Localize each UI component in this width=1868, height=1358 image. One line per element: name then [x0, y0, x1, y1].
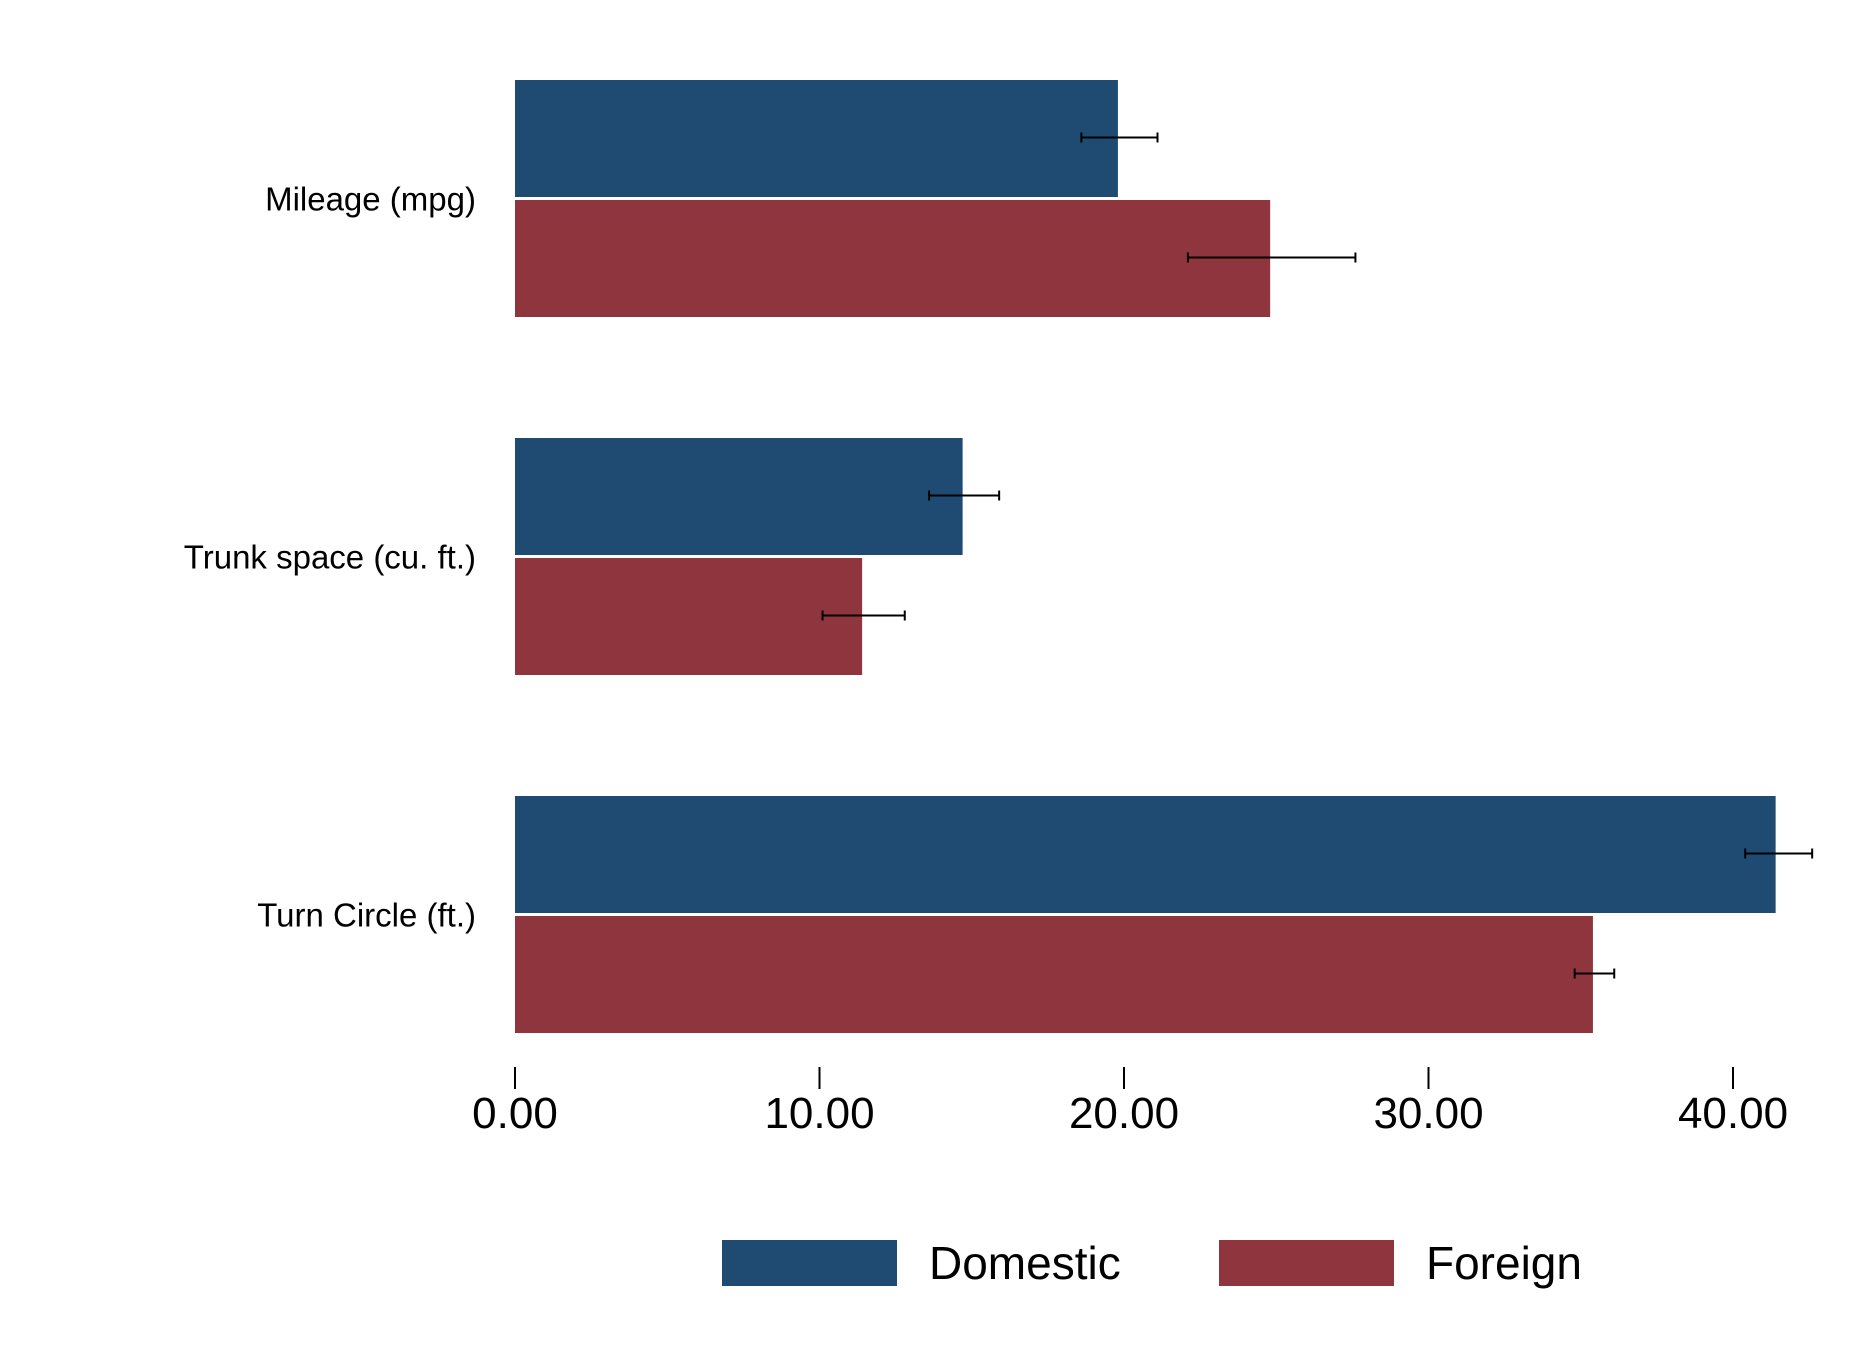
bar-domestic-0 — [515, 80, 1118, 197]
bar-foreign-2 — [515, 916, 1593, 1033]
x-tick-label: 30.00 — [1373, 1089, 1483, 1138]
legend-label-foreign: Foreign — [1426, 1237, 1582, 1289]
x-tick-label: 0.00 — [472, 1089, 558, 1138]
legend-swatch-foreign — [1219, 1240, 1394, 1286]
bar-domestic-1 — [515, 438, 963, 555]
category-label: Turn Circle (ft.) — [257, 897, 476, 934]
bar-domestic-2 — [515, 796, 1776, 913]
bar-foreign-1 — [515, 558, 863, 675]
category-label: Trunk space (cu. ft.) — [184, 539, 476, 576]
x-tick-label: 40.00 — [1678, 1089, 1788, 1138]
legend-label-domestic: Domestic — [929, 1237, 1121, 1289]
bar-foreign-0 — [515, 200, 1271, 317]
category-label: Mileage (mpg) — [265, 181, 476, 218]
x-tick-label: 10.00 — [764, 1089, 874, 1138]
legend-swatch-domestic — [722, 1240, 897, 1286]
x-tick-label: 20.00 — [1069, 1089, 1179, 1138]
